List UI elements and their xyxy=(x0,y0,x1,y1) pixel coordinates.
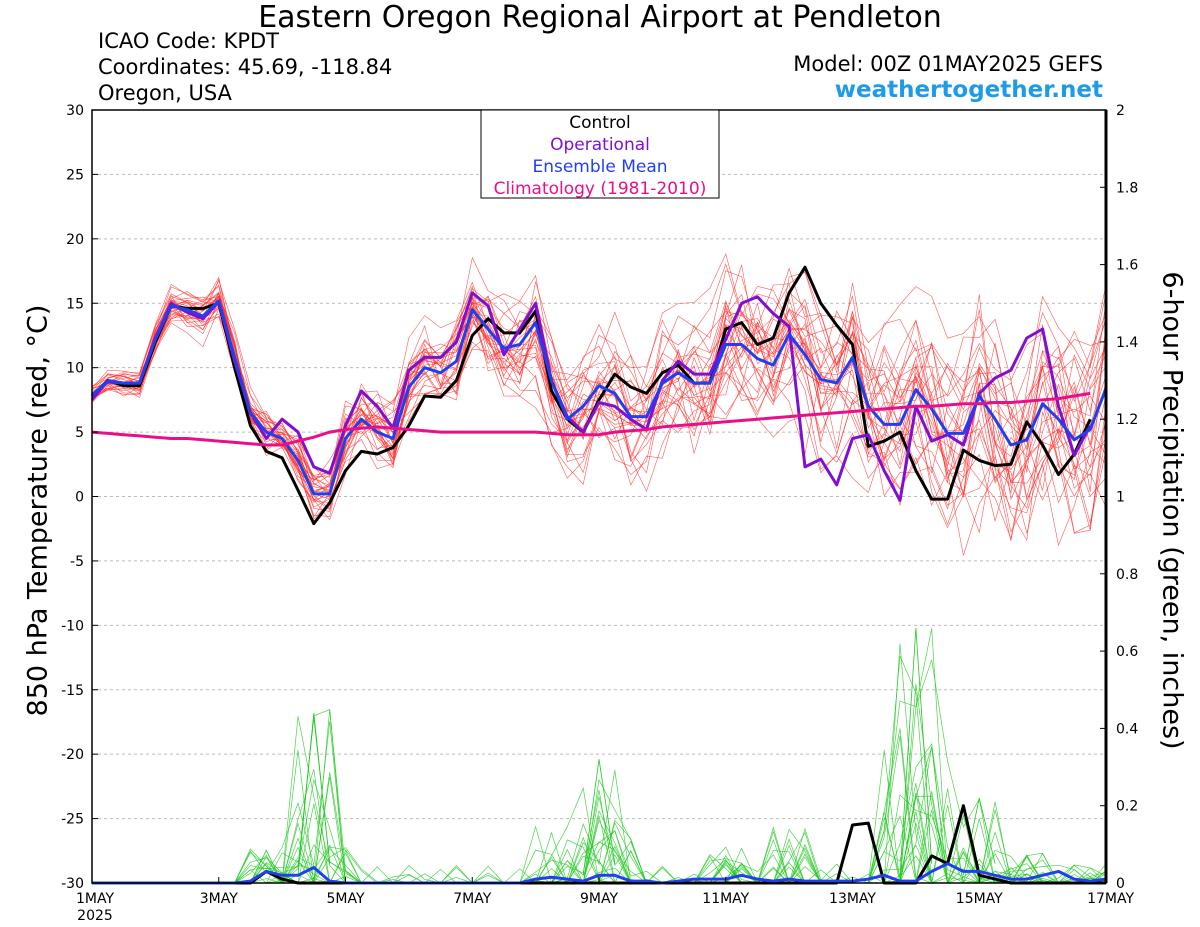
left-tick-label: 5 xyxy=(75,425,84,441)
left-tick-label: 25 xyxy=(66,167,84,183)
precip-member-line xyxy=(92,783,1107,885)
precip-member-line xyxy=(92,643,1107,885)
temp-member-line xyxy=(91,279,1107,529)
right-tick-label: 1.8 xyxy=(1116,180,1138,196)
temp-member-line xyxy=(91,291,1107,556)
chart-title: Eastern Oregon Regional Airport at Pendl… xyxy=(258,0,942,35)
left-tick-label: 0 xyxy=(75,490,84,506)
precip-member-line xyxy=(899,627,933,876)
site-link[interactable]: weathertogether.net xyxy=(834,77,1103,103)
left-tick-label: 20 xyxy=(66,232,84,248)
right-tick-label: 0.4 xyxy=(1116,721,1138,737)
temp-member-line xyxy=(91,297,1107,489)
legend-box xyxy=(480,109,720,199)
temp-member-line xyxy=(91,293,1107,535)
left-tick-label: -30 xyxy=(61,876,84,892)
right-tick-label: 0.2 xyxy=(1116,799,1138,815)
temp-member-line xyxy=(91,271,1107,517)
x-tick-label: 11MAY xyxy=(702,891,749,907)
left-tick-label: -25 xyxy=(61,812,84,828)
icao-code: ICAO Code: KPDT xyxy=(98,29,280,53)
precip-member-line xyxy=(963,797,996,876)
temp-member-line xyxy=(91,296,1107,522)
right-tick-label: 0.6 xyxy=(1116,644,1138,660)
left-tick-label: 10 xyxy=(66,361,84,377)
x-tick-label: 7MAY xyxy=(453,891,491,907)
precip-member-line xyxy=(92,716,1107,884)
x-tick-label: 5MAY xyxy=(326,891,364,907)
x-tick-label: 3MAY xyxy=(200,891,238,907)
right-tick-label: 1.6 xyxy=(1116,258,1138,274)
legend-item: Operational xyxy=(550,135,650,155)
precip-member-line xyxy=(92,659,1107,884)
precip-member-line xyxy=(297,712,331,876)
left-tick-label: 15 xyxy=(66,296,84,312)
left-tick-label: -15 xyxy=(61,683,84,699)
precip-member-line xyxy=(92,628,1106,885)
right-tick-label: 0.8 xyxy=(1116,567,1138,583)
x-tick-label: 1MAY xyxy=(76,891,114,907)
legend-item: Climatology (1981-2010) xyxy=(494,179,707,199)
coordinates: Coordinates: 45.69, -118.84 xyxy=(98,55,393,79)
legend-item: Control xyxy=(569,113,630,133)
right-tick-label: 1.4 xyxy=(1116,335,1138,351)
left-tick-label: -5 xyxy=(70,554,84,570)
left-tick-label: 30 xyxy=(66,103,84,119)
precip-member-line xyxy=(92,728,1107,884)
right-tick-label: 2 xyxy=(1116,103,1125,119)
x-tick-label: 13MAY xyxy=(829,891,876,907)
precip-member-line xyxy=(582,759,616,876)
temp-member-line xyxy=(91,297,1107,534)
temp-series-climatology-1981-2010- xyxy=(91,391,1091,447)
temp-series-operational xyxy=(90,291,1092,502)
temp-member-line xyxy=(91,256,1107,497)
x-tick-label: 9MAY xyxy=(580,891,618,907)
left-tick-label: -10 xyxy=(61,618,84,634)
temp-member-line xyxy=(91,292,1107,493)
precip-member-line xyxy=(92,709,1107,885)
right-tick-label: 0 xyxy=(1116,876,1125,892)
x-tick-label: 15MAY xyxy=(956,891,1003,907)
location: Oregon, USA xyxy=(98,81,232,105)
temp-member-line xyxy=(91,294,1107,534)
precip-member-line xyxy=(92,683,1107,884)
temp-member-line xyxy=(91,283,1107,542)
legend-item: Ensemble Mean xyxy=(532,157,667,177)
x-tick-label: 2025 xyxy=(77,908,113,924)
precip-series-ensemble-mean xyxy=(92,862,1107,885)
model-run: Model: 00Z 01MAY2025 GEFS xyxy=(793,52,1103,76)
x-tick-label: 17MAY xyxy=(1087,891,1134,907)
right-tick-label: 1 xyxy=(1116,490,1125,506)
temp-series-ensemble-mean xyxy=(91,299,1108,496)
left-tick-label: -20 xyxy=(61,747,84,763)
right-tick-label: 1.2 xyxy=(1116,412,1138,428)
